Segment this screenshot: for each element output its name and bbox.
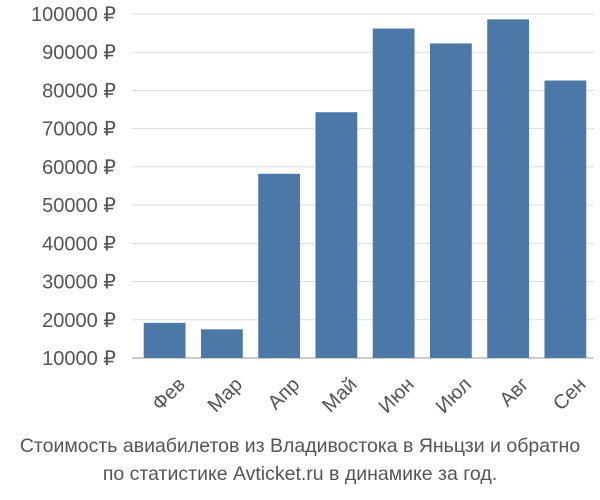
bar: [143, 322, 186, 358]
bar: [200, 329, 243, 358]
gridlines: [132, 13, 594, 359]
chart-caption-line-2: по статистике Avticket.ru в динамике за …: [102, 463, 498, 485]
y-tick-label: 70000 ₽: [42, 119, 116, 141]
x-tick-label: Сен: [549, 374, 590, 415]
y-tick-label: 80000 ₽: [42, 80, 116, 102]
y-tick-label: 20000 ₽: [42, 310, 116, 332]
bar: [315, 112, 358, 358]
y-axis-ticks: 10000 ₽ 20000 ₽ 30000 ₽ 40000 ₽ 50000 ₽ 60000…: [31, 4, 116, 370]
x-tick-label: Фев: [148, 374, 190, 416]
x-axis-labels: Фев Мар Апр Май Июн Июл Авг Сен: [148, 374, 590, 418]
x-tick-label: Июн: [375, 374, 419, 418]
bar: [258, 173, 301, 358]
bar: [487, 19, 530, 359]
y-tick-label: 40000 ₽: [42, 233, 116, 255]
bars: [143, 19, 587, 359]
y-tick-label: 10000 ₽: [42, 348, 116, 370]
bar-chart: 10000 ₽ 20000 ₽ 30000 ₽ 40000 ₽ 50000 ₽ 60000…: [31, 4, 594, 418]
x-tick-label: Авг: [496, 374, 534, 412]
chart-caption-line-1: Стоимость авиабилетов из Владивостока в …: [19, 435, 581, 457]
bar: [544, 80, 587, 359]
y-tick-label: 60000 ₽: [42, 157, 116, 179]
y-tick-label: 30000 ₽: [42, 272, 116, 294]
bar: [372, 28, 415, 358]
y-tick-label: 100000 ₽: [31, 4, 116, 26]
y-tick-label: 50000 ₽: [42, 195, 116, 217]
y-tick-label: 90000 ₽: [42, 42, 116, 64]
x-tick-label: Май: [318, 374, 361, 417]
x-tick-label: Апр: [264, 374, 305, 415]
bar: [429, 43, 472, 358]
x-tick-label: Июл: [432, 374, 476, 418]
x-tick-label: Мар: [204, 374, 247, 417]
